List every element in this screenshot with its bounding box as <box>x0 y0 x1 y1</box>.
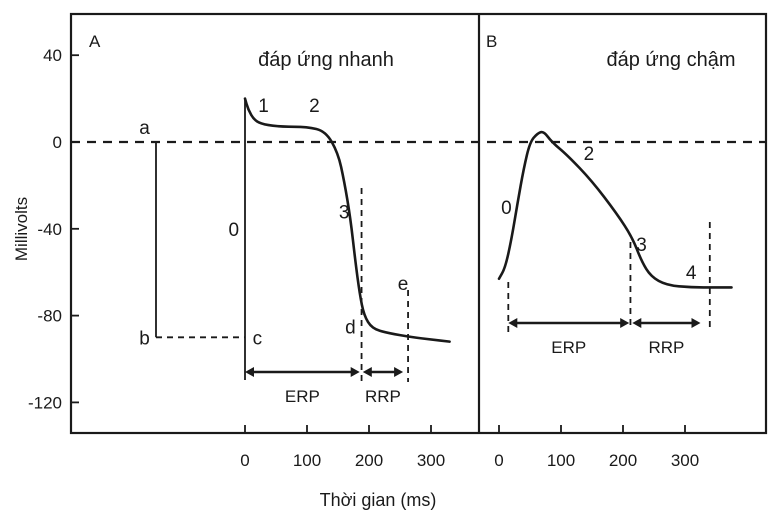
x-axis-title: Thời gian (ms) <box>320 490 437 510</box>
interval-label: RRP <box>365 387 401 406</box>
x-tick-label: 300 <box>417 451 445 470</box>
panel-label: B <box>486 32 497 51</box>
phase-label: 3 <box>636 235 647 256</box>
y-tick-label: 0 <box>53 133 62 152</box>
y-tick-label: -40 <box>37 220 62 239</box>
interval-arrowhead-left <box>632 318 642 328</box>
action-potential-curve <box>243 97 451 343</box>
y-axis: 40 0 -40 -80 -120 <box>28 46 79 412</box>
interval-label: ERP <box>551 338 586 357</box>
phase-label: a <box>139 118 150 139</box>
panel-title: đáp ứng nhanh <box>258 49 394 71</box>
phase-label: 3 <box>339 202 350 223</box>
interval-arrowhead-left <box>362 367 372 377</box>
phase-label: 2 <box>309 96 320 117</box>
phase-label: b <box>139 328 150 349</box>
phase-label: 0 <box>501 198 512 219</box>
phase-label: 2 <box>584 144 595 165</box>
action-potential-curve <box>497 130 733 289</box>
x-tick-label: 300 <box>671 451 699 470</box>
interval-arrowhead-right <box>620 318 630 328</box>
panel-label: A <box>89 32 101 51</box>
phase-label: 1 <box>258 96 269 117</box>
interval-label: RRP <box>648 338 684 357</box>
x-tick-label: 0 <box>494 451 503 470</box>
y-tick-label: -120 <box>28 393 62 412</box>
phase-label: e <box>398 274 409 295</box>
interval-label: ERP <box>285 387 320 406</box>
x-tick-label: 200 <box>609 451 637 470</box>
x-tick-label: 0 <box>240 451 249 470</box>
interval-arrowhead-left <box>245 367 254 377</box>
x-tick-label: 100 <box>547 451 575 470</box>
phase-label: d <box>345 317 356 338</box>
plot-frame <box>69 12 768 435</box>
x-tick-label: 100 <box>293 451 321 470</box>
x-tick-label: 200 <box>355 451 383 470</box>
interval-arrowhead-right <box>394 367 404 377</box>
interval-arrowhead-right <box>691 318 701 328</box>
phase-label: 0 <box>229 220 240 241</box>
plot-border <box>69 12 768 435</box>
phase-label: c <box>253 328 263 349</box>
interval-arrowhead-right <box>350 367 360 377</box>
y-axis-title: Millivolts <box>12 197 31 261</box>
y-tick-label: -80 <box>37 307 62 326</box>
panel-title: đáp ứng chậm <box>606 49 735 71</box>
y-tick-label: 40 <box>43 46 62 65</box>
phase-label: 4 <box>686 263 697 284</box>
interval-arrowhead-left <box>508 318 518 328</box>
